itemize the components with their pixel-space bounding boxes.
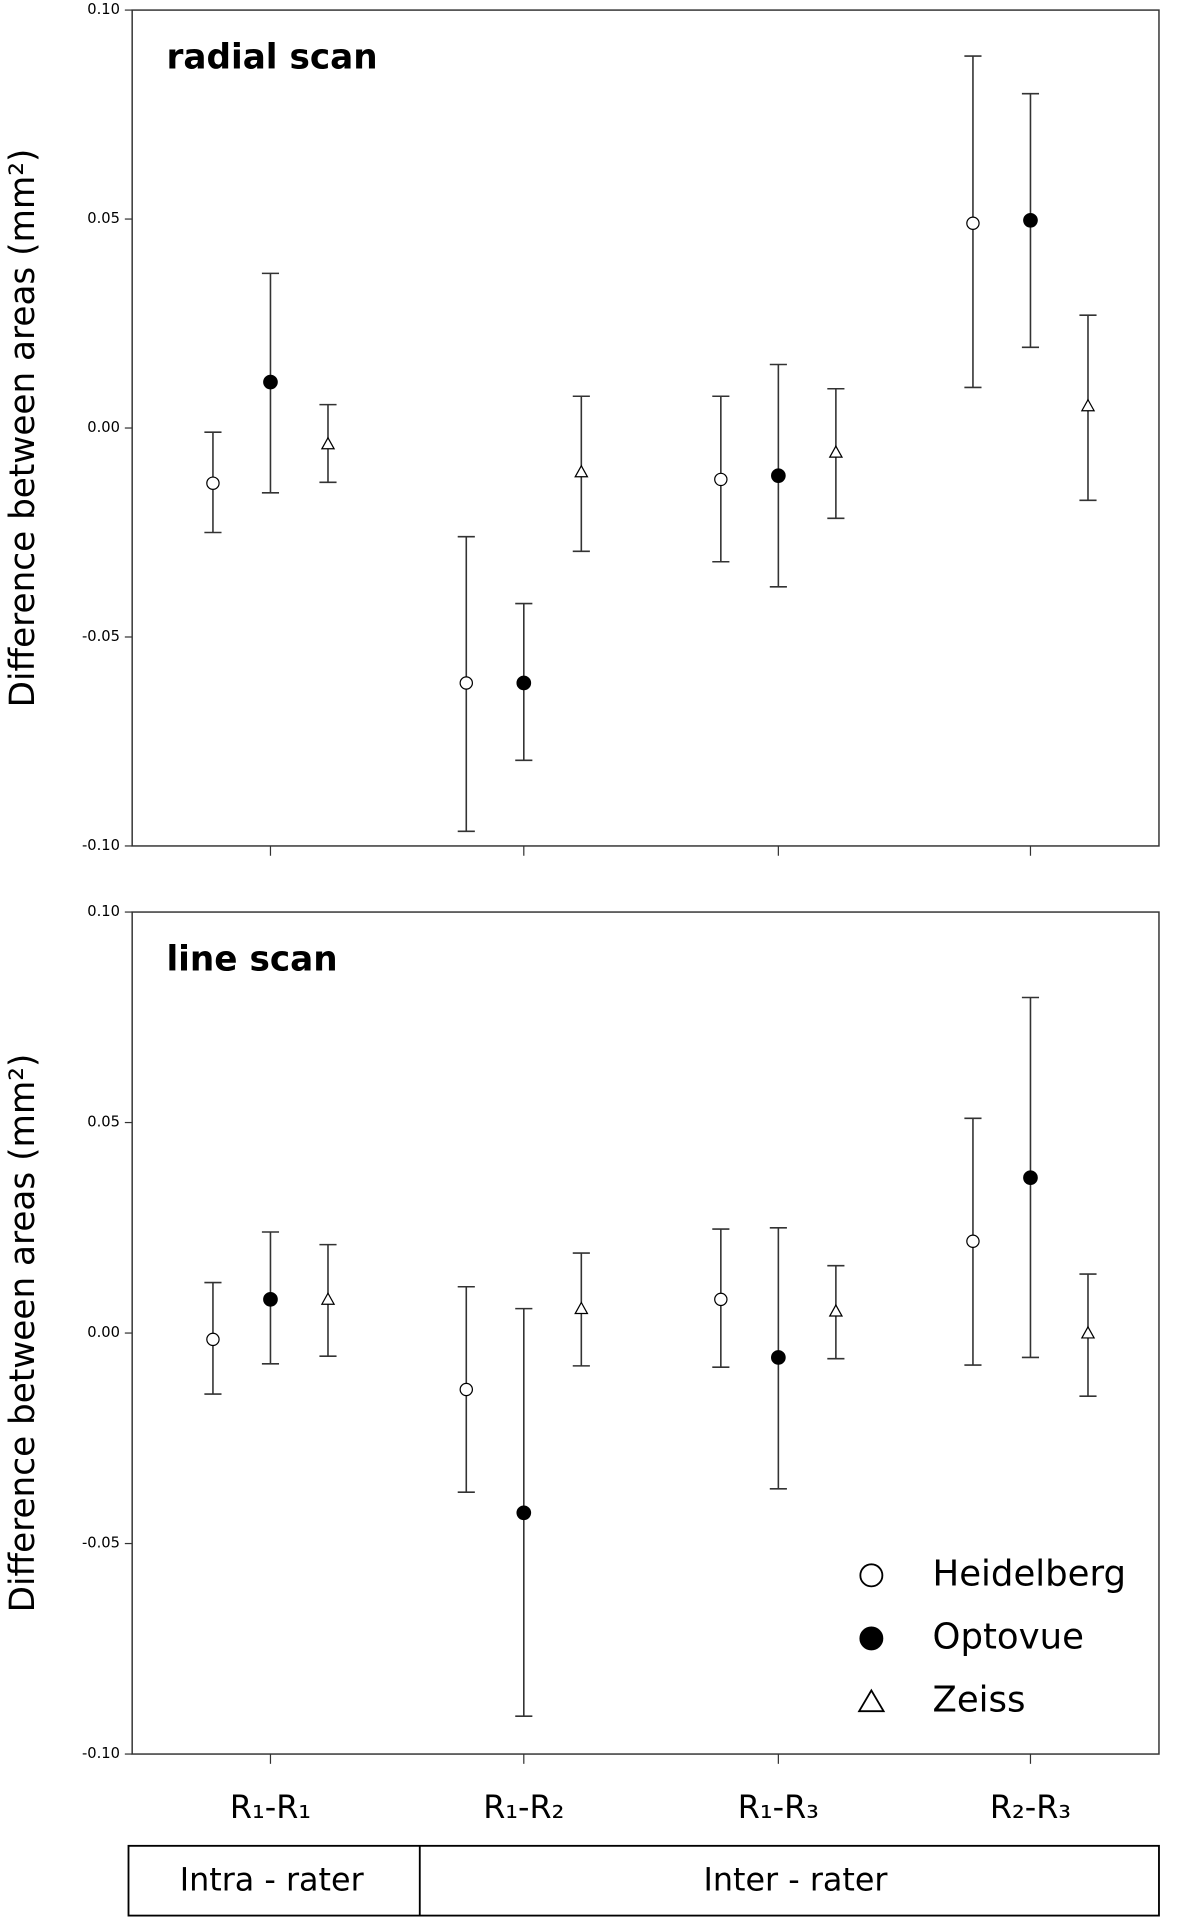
y-tick-label: 0.05 [87,210,120,227]
legend-item: Optovue [859,1616,1084,1657]
marker [459,1382,474,1397]
marker [516,675,532,691]
legend-label: Zeiss [933,1679,1026,1720]
y-tick-label: 0.10 [87,903,120,920]
y-tick-label: 0.00 [87,1324,120,1341]
marker [771,468,786,484]
y-tick-label: -0.05 [82,1535,120,1552]
panel-title: line scan [166,940,337,980]
group-label: Intra - rater [180,1860,365,1898]
legend-marker [857,1688,886,1713]
legend-marker [859,1563,884,1588]
x-tick-label: R₁-R₁ [230,1788,311,1826]
x-tick-label: R₂-R₃ [990,1788,1071,1826]
marker [206,1332,220,1347]
marker [574,1301,589,1315]
legend-marker [859,1626,884,1651]
marker [966,1234,980,1248]
y-axis-label: Difference between areas (mm²) [3,1054,43,1613]
legend-item: Heidelberg [859,1553,1126,1594]
y-tick-label: -0.05 [82,628,120,645]
legend-label: Optovue [933,1616,1084,1657]
marker [828,1303,844,1317]
y-tick-label: 0.05 [87,1114,120,1131]
marker [206,476,220,490]
marker [320,1291,336,1305]
y-tick-label: -0.10 [82,837,120,854]
plot-frame [131,9,1160,847]
marker [966,216,980,230]
marker [263,1292,278,1307]
y-axis-label: Difference between areas (mm²) [3,149,43,708]
x-tick-label: R₁-R₂ [483,1788,564,1826]
x-tick-label: R₁-R₃ [738,1788,819,1826]
marker [771,1350,786,1365]
marker [263,374,278,390]
marker [714,1292,728,1307]
y-tick-label: 0.00 [87,419,120,436]
panel-title: radial scan [166,38,377,78]
marker [516,1505,532,1521]
marker [828,444,844,458]
y-tick-label: 0.10 [87,1,120,18]
marker [459,676,474,690]
y-tick-label: -0.10 [82,1745,120,1762]
legend-label: Heidelberg [933,1553,1126,1594]
group-label: Inter - rater [704,1860,889,1898]
legend-item: Zeiss [857,1679,1026,1720]
marker [714,472,728,487]
marker [1023,212,1038,228]
marker [1080,1325,1096,1339]
marker [1023,1170,1038,1186]
marker [574,464,589,478]
marker [320,436,336,450]
group-box [127,1844,1160,1917]
marker [1080,398,1096,412]
